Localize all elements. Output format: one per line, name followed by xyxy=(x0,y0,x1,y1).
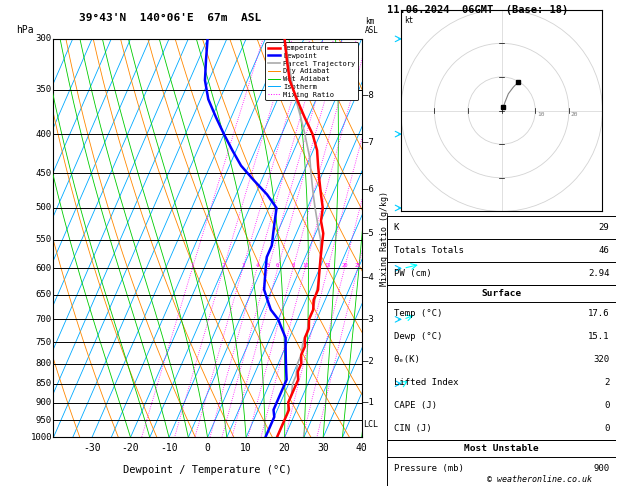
Text: Mixing Ratio (g/kg): Mixing Ratio (g/kg) xyxy=(380,191,389,286)
Text: 46: 46 xyxy=(599,246,610,255)
Text: –6: –6 xyxy=(363,185,374,193)
Text: CAPE (J): CAPE (J) xyxy=(394,401,437,410)
Text: 1: 1 xyxy=(191,263,194,268)
Text: 800: 800 xyxy=(36,359,52,368)
Text: Totals Totals: Totals Totals xyxy=(394,246,464,255)
Text: –1: –1 xyxy=(363,398,374,407)
Text: 15: 15 xyxy=(325,263,331,268)
Text: LCL: LCL xyxy=(363,420,378,429)
Text: –8: –8 xyxy=(363,91,374,100)
Text: –3: –3 xyxy=(363,315,374,324)
Text: PW (cm): PW (cm) xyxy=(394,269,431,278)
Text: 550: 550 xyxy=(36,235,52,244)
Text: 750: 750 xyxy=(36,338,52,347)
Text: 850: 850 xyxy=(36,379,52,388)
Text: 900: 900 xyxy=(36,398,52,407)
Text: 39°43'N  140°06'E  67m  ASL: 39°43'N 140°06'E 67m ASL xyxy=(79,13,262,23)
Text: 2: 2 xyxy=(222,263,225,268)
Text: θₑ(K): θₑ(K) xyxy=(394,355,421,364)
Text: Most Unstable: Most Unstable xyxy=(464,444,539,453)
Text: 700: 700 xyxy=(36,315,52,324)
Text: K: K xyxy=(394,223,399,232)
Text: 950: 950 xyxy=(36,416,52,425)
Text: Temp (°C): Temp (°C) xyxy=(394,309,442,318)
Text: © weatheronline.co.uk: © weatheronline.co.uk xyxy=(487,474,592,484)
Text: 900: 900 xyxy=(593,464,610,473)
Text: -20: -20 xyxy=(121,443,140,453)
Text: CIN (J): CIN (J) xyxy=(394,424,431,433)
Text: 0: 0 xyxy=(204,443,211,453)
Text: 5: 5 xyxy=(267,263,270,268)
Text: –5: –5 xyxy=(363,229,374,238)
Text: 350: 350 xyxy=(36,86,52,94)
Text: 20: 20 xyxy=(571,112,578,117)
Text: 300: 300 xyxy=(36,35,52,43)
Text: 6: 6 xyxy=(276,263,279,268)
Text: 500: 500 xyxy=(36,204,52,212)
Text: -30: -30 xyxy=(83,443,101,453)
Text: 40: 40 xyxy=(356,443,367,453)
Text: 15.1: 15.1 xyxy=(588,332,610,341)
Text: 17.6: 17.6 xyxy=(588,309,610,318)
Text: 20: 20 xyxy=(279,443,291,453)
Text: Lifted Index: Lifted Index xyxy=(394,378,458,387)
Text: 11.06.2024  06GMT  (Base: 18): 11.06.2024 06GMT (Base: 18) xyxy=(387,5,568,15)
Text: 10: 10 xyxy=(537,112,545,117)
Text: km
ASL: km ASL xyxy=(365,17,379,35)
Text: 450: 450 xyxy=(36,169,52,177)
Legend: Temperature, Dewpoint, Parcel Trajectory, Dry Adiabat, Wet Adiabat, Isotherm, Mi: Temperature, Dewpoint, Parcel Trajectory… xyxy=(265,42,358,100)
Text: 10: 10 xyxy=(302,263,308,268)
Text: hPa: hPa xyxy=(16,25,33,35)
Text: 10: 10 xyxy=(240,443,252,453)
Text: Pressure (mb): Pressure (mb) xyxy=(394,464,464,473)
Text: kt: kt xyxy=(404,17,413,25)
Text: -10: -10 xyxy=(160,443,178,453)
Text: 20: 20 xyxy=(341,263,348,268)
Text: Dewpoint / Temperature (°C): Dewpoint / Temperature (°C) xyxy=(123,465,292,475)
Text: 0: 0 xyxy=(604,424,610,433)
Text: 400: 400 xyxy=(36,130,52,139)
Text: –4: –4 xyxy=(363,273,374,282)
Text: 25: 25 xyxy=(354,263,361,268)
Text: 8: 8 xyxy=(291,263,294,268)
Text: 2.94: 2.94 xyxy=(588,269,610,278)
Text: –2: –2 xyxy=(363,357,374,366)
Text: Dewp (°C): Dewp (°C) xyxy=(394,332,442,341)
Text: 650: 650 xyxy=(36,290,52,299)
Text: 320: 320 xyxy=(593,355,610,364)
Text: –7: –7 xyxy=(363,138,374,147)
Text: 4: 4 xyxy=(255,263,259,268)
Text: 29: 29 xyxy=(599,223,610,232)
Text: 2: 2 xyxy=(604,378,610,387)
Text: 30: 30 xyxy=(317,443,329,453)
Text: 3: 3 xyxy=(241,263,245,268)
Text: Surface: Surface xyxy=(482,289,521,298)
Text: 0: 0 xyxy=(604,401,610,410)
Text: 1000: 1000 xyxy=(30,433,52,442)
Text: 600: 600 xyxy=(36,264,52,273)
